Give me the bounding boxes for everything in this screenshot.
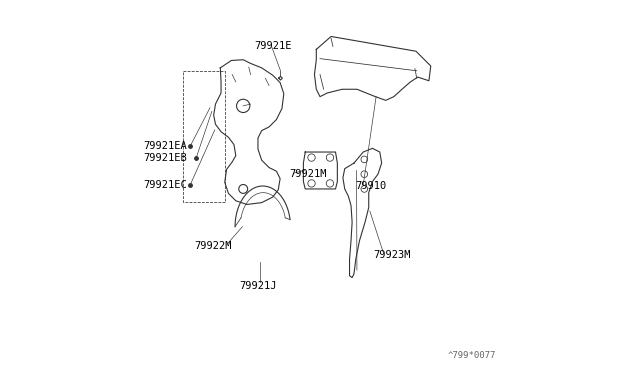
Text: 79921E: 79921E xyxy=(255,41,292,51)
Text: 79923M: 79923M xyxy=(374,250,411,260)
Text: 79910: 79910 xyxy=(355,181,387,191)
Text: 79921M: 79921M xyxy=(290,169,327,179)
Text: 79921J: 79921J xyxy=(239,282,277,291)
Text: ^799*0077: ^799*0077 xyxy=(448,351,497,360)
Text: 79921EC: 79921EC xyxy=(143,180,188,190)
Text: 79921EA: 79921EA xyxy=(143,141,188,151)
Text: 79921EB: 79921EB xyxy=(143,153,188,163)
Text: 79922M: 79922M xyxy=(195,241,232,251)
